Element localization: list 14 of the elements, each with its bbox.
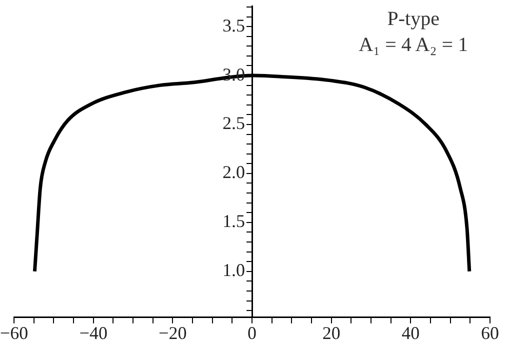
x-tick-label: −60 — [0, 322, 28, 343]
annotation: P-type — [386, 7, 440, 32]
x-tick-label: 0 — [248, 322, 257, 343]
y-tick-label: 3.5 — [222, 15, 246, 36]
y-tick-label: 1.0 — [222, 260, 246, 280]
y-tick-label: 2.5 — [222, 113, 246, 134]
y-tick-label: 2.0 — [222, 162, 246, 182]
x-tick-label: 20 — [322, 322, 340, 343]
x-tick-label: 40 — [402, 322, 420, 343]
annotation: A₁ = 4 A₂ = 1 — [358, 33, 468, 58]
y-tick-label: 1.5 — [222, 211, 246, 232]
x-tick-label: −20 — [158, 322, 187, 343]
x-tick-label: −40 — [79, 322, 108, 343]
x-tick-label: 60 — [481, 322, 499, 343]
